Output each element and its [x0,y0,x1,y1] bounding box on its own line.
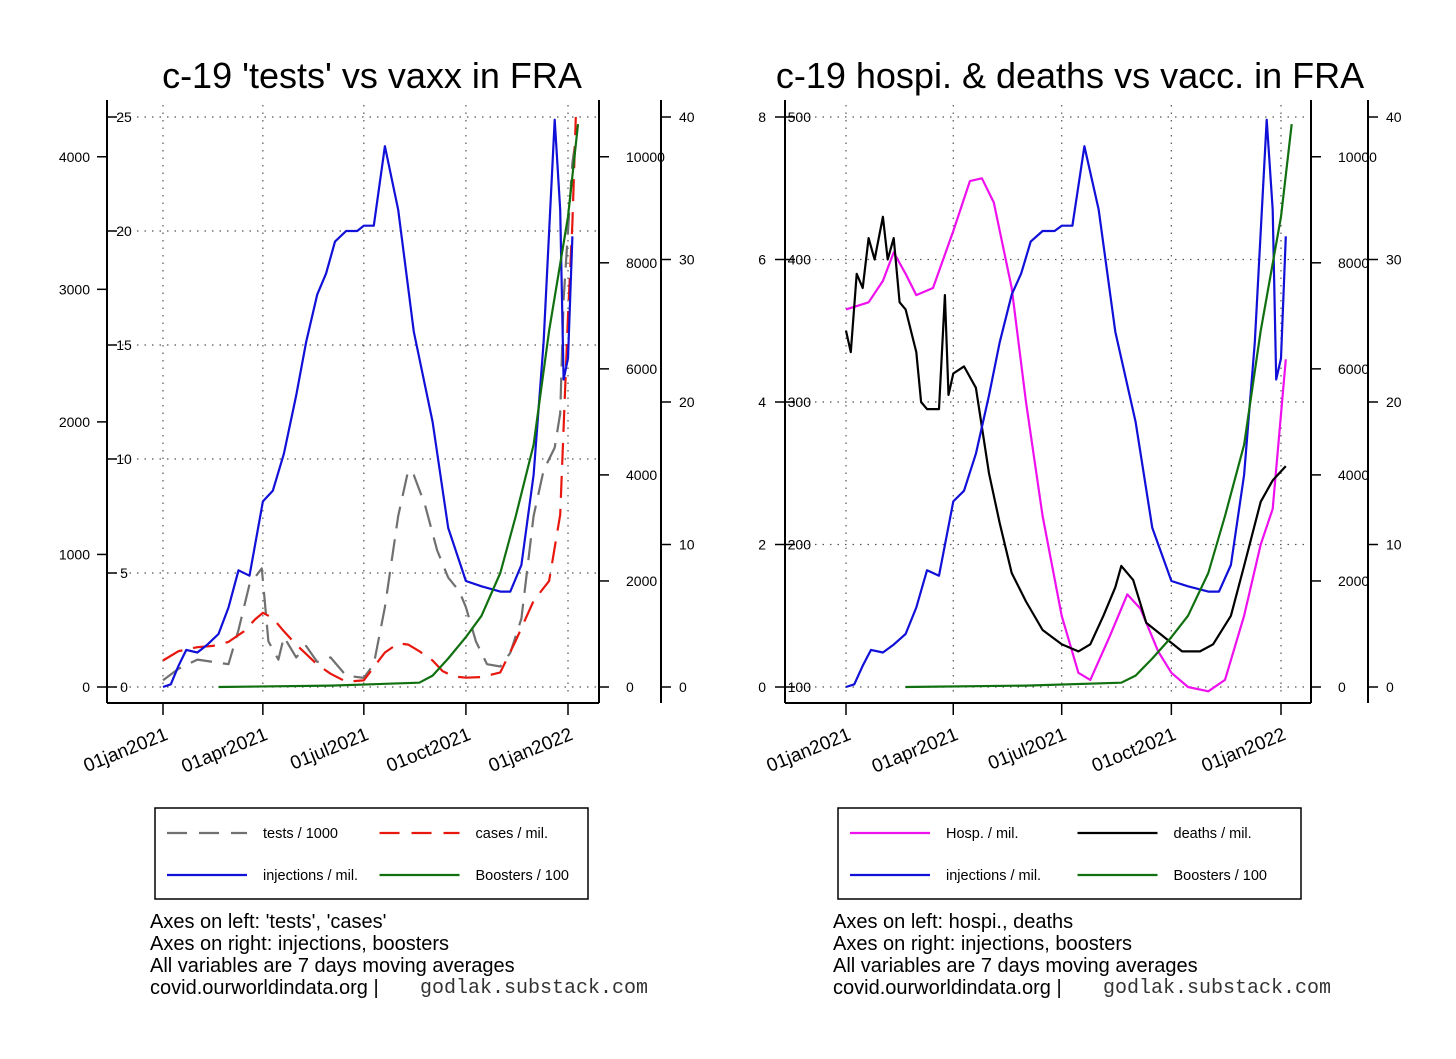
left-tick-label: 0 [120,679,128,695]
right-tick-label-2: 10 [679,537,695,553]
x-tick-label: 01apr2021 [869,724,961,778]
right-tick-label: 0 [1338,679,1346,695]
x-tick-label: 01jan2021 [81,724,171,777]
left-tick-label-2: 1000 [59,546,90,562]
right-tick-label: 10000 [626,149,665,165]
chart-title: c-19 'tests' vs vaxx in FRA [162,55,582,96]
legend-label: injections / mil. [263,868,358,884]
left-tick-label: 5 [120,565,128,581]
right-tick-label: 10000 [1338,149,1377,165]
credit-label: godlak.substack.com [1103,977,1331,1000]
x-tick-label: 01jan2021 [764,724,854,777]
left-tick-label: 6 [758,252,766,268]
legend-label: Hosp. / mil. [946,826,1019,842]
left-tick-label-2: 4000 [59,149,90,165]
legend-label: deaths / mil. [1174,826,1252,842]
right-tick-label: 2000 [1338,573,1369,589]
left-tick-label: 8 [758,109,766,125]
left-tick-label-2: 200 [788,537,812,553]
credit-label: godlak.substack.com [420,977,648,1000]
right-tick-label-2: 20 [1386,394,1402,410]
legend-box [154,807,589,900]
series-line-tests-1000 [162,139,577,682]
left-tick-label-2: 300 [788,394,812,410]
right-tick-label-2: 0 [1386,679,1394,695]
series-line-cases-mil- [162,116,577,683]
right-tick-label-2: 30 [679,252,695,268]
x-tick-label: 01jul2021 [985,724,1069,774]
left-tick-label: 20 [116,223,132,239]
right-tick-label: 8000 [626,255,657,271]
right-tick-label: 4000 [1338,467,1369,483]
left-tick-label-2: 400 [788,252,812,268]
footnote-line: Axes on left: 'tests', 'cases' [150,911,386,933]
legend-label: cases / mil. [476,826,549,842]
footnote-line: All variables are 7 days moving averages [150,955,515,977]
right-tick-label-2: 10 [1386,537,1402,553]
footnote-line: All variables are 7 days moving averages [833,955,1198,977]
left-tick-label: 15 [116,337,132,353]
footnote-line: Axes on right: injections, boosters [150,933,449,955]
legend-label: injections / mil. [946,868,1041,884]
series-line-hosp-mil- [845,177,1287,693]
left-tick-label-2: 500 [788,109,812,125]
legend-label: Boosters / 100 [476,868,570,884]
legend-label: Boosters / 100 [1174,868,1268,884]
left-tick-label: 25 [116,109,132,125]
right-tick-label: 8000 [1338,255,1369,271]
left-tick-label-2: 2000 [59,414,90,430]
right-tick-label-2: 40 [679,109,695,125]
right-tick-label-2: 20 [679,394,695,410]
x-tick-label: 01apr2021 [179,724,271,778]
left-tick-label: 10 [116,451,132,467]
legend-label: tests / 1000 [263,826,338,842]
right-tick-label: 0 [626,679,634,695]
left-tick-label-2: 3000 [59,281,90,297]
right-tick-label-2: 40 [1386,109,1402,125]
right-tick-label: 6000 [1338,361,1369,377]
series-line-injections-mil- [162,118,574,689]
right-tick-label: 2000 [626,573,657,589]
series-line-injections-mil- [845,118,1287,689]
legend-box [837,807,1302,900]
right-tick-label-2: 0 [679,679,687,695]
right-tick-label-2: 30 [1386,252,1402,268]
x-tick-label: 01oct2021 [1089,724,1179,777]
x-tick-label: 01jan2022 [486,724,576,777]
source-label: covid.ourworldindata.org | [833,977,1062,999]
x-tick-label: 01jan2022 [1199,724,1289,777]
left-tick-label-2: 0 [82,679,90,695]
x-tick-label: 01oct2021 [384,724,474,777]
chart-panel-2: c-19 hospi. & deaths vs vacc. in FRA 0 2 4 6… [758,55,1402,1000]
right-tick-label: 6000 [626,361,657,377]
right-tick-label: 4000 [626,467,657,483]
footnote-line: Axes on right: injections, boosters [833,933,1132,955]
x-tick-label: 01jul2021 [287,724,371,774]
left-tick-label: 0 [758,679,766,695]
left-tick-label: 4 [758,394,766,410]
series-line-deaths-mil- [844,215,1287,653]
series-line-boosters-100 [218,123,580,689]
chart-panel-1: c-19 'tests' vs vaxx in FRA 0 5 10 15 20 25 0 10… [59,55,695,1000]
footnote-line: Axes on left: hospi., deaths [833,911,1073,933]
chart-title: c-19 hospi. & deaths vs vacc. in FRA [776,55,1364,96]
source-label: covid.ourworldindata.org | [150,977,379,999]
series-line-boosters-100 [905,123,1293,689]
left-tick-label: 2 [758,537,766,553]
left-tick-label-2: 100 [788,679,812,695]
